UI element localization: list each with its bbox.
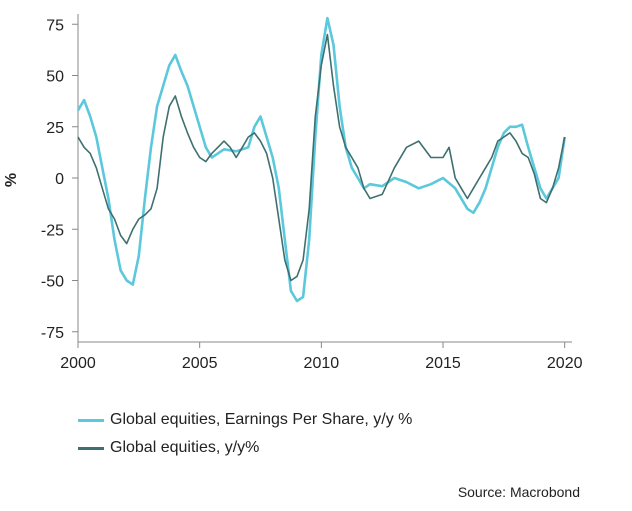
- x-tick-label: 2015: [425, 355, 461, 372]
- y-tick-label: -50: [41, 274, 64, 291]
- y-tick-label: 0: [55, 171, 64, 188]
- x-axis-ticks: 2000 2005 2010 2015 2020: [60, 342, 583, 372]
- y-tick-label: -75: [41, 325, 64, 342]
- x-tick-label: 2000: [60, 355, 96, 372]
- line-chart: 75 50 25 0 -25 -50 -75 2000 2005 2010 2015 2020 %: [3, 14, 583, 372]
- y-tick-label: 50: [46, 69, 64, 86]
- legend-label-equities: Global equities, y/y%: [110, 439, 260, 456]
- x-tick-label: 2020: [547, 355, 583, 372]
- x-tick-label: 2010: [304, 355, 340, 372]
- legend: Global equities, Earnings Per Share, y/y…: [78, 406, 412, 462]
- series-line-equities: [77, 33, 566, 282]
- y-tick-label: 75: [46, 17, 64, 34]
- y-tick-label: 25: [46, 120, 64, 137]
- legend-swatch-eps: [78, 418, 104, 422]
- legend-item-eps: Global equities, Earnings Per Share, y/y…: [78, 406, 412, 434]
- series-group: [76, 16, 566, 303]
- series-line-eps: [76, 16, 566, 303]
- y-axis-ticks: 75 50 25 0 -25 -50 -75: [41, 17, 78, 342]
- y-axis-label: %: [3, 173, 20, 187]
- source-note: Source: Macrobond: [457, 484, 580, 500]
- legend-label-eps: Global equities, Earnings Per Share, y/y…: [110, 411, 413, 428]
- legend-item-equities: Global equities, y/y%: [78, 434, 412, 462]
- x-tick-label: 2005: [182, 355, 218, 372]
- y-tick-label: -25: [41, 222, 64, 239]
- legend-swatch-equities: [78, 446, 104, 450]
